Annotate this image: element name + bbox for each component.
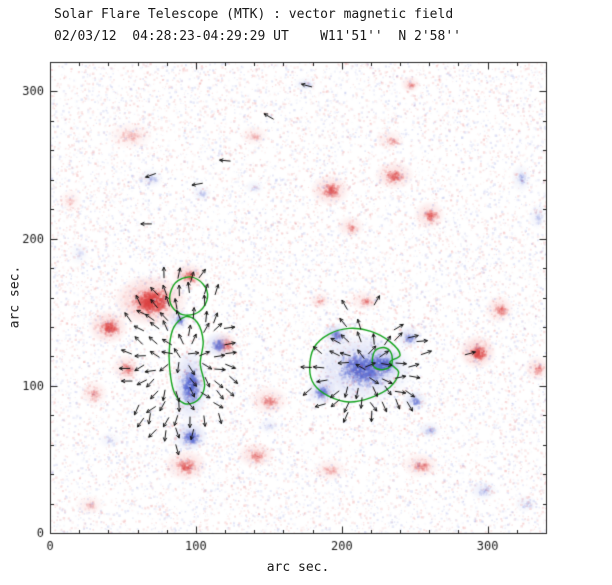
x-axis-label: arc sec. (266, 560, 330, 575)
figure-title: Solar Flare Telescope (MTK) : vector mag… (54, 7, 454, 22)
y-axis-label: arc sec. (7, 265, 23, 329)
figure-subtitle: 02/03/12 04:28:23-04:29:29 UT W11'51'' N… (54, 29, 461, 44)
